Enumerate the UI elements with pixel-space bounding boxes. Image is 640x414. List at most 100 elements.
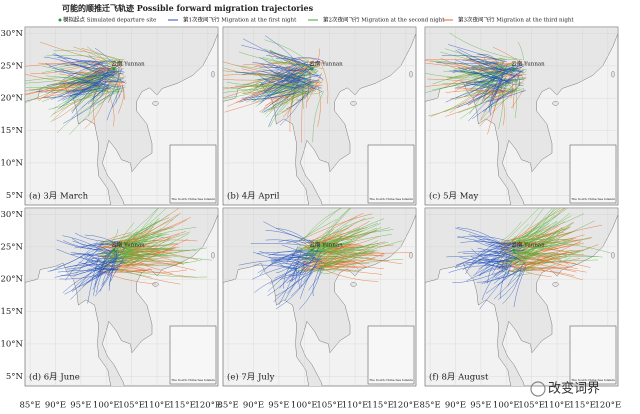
panel-label: (e) 7月 July	[227, 372, 275, 383]
trajectory	[93, 78, 107, 87]
trajectory	[112, 268, 188, 273]
trajectory	[491, 243, 511, 275]
trajectory	[501, 267, 535, 272]
trajectory	[106, 248, 118, 276]
trajectory	[72, 240, 114, 252]
trajectory	[478, 263, 503, 277]
trajectory	[91, 260, 117, 271]
trajectories	[238, 208, 412, 310]
trajectory	[513, 267, 527, 308]
trajectory	[112, 239, 159, 243]
trajectory	[479, 239, 501, 246]
lon-label: 90°E	[243, 401, 264, 411]
trajectory	[485, 74, 527, 82]
trajectory	[483, 89, 514, 113]
lat-label: 30°N	[0, 29, 23, 39]
trajectory	[471, 64, 509, 73]
trajectory	[76, 78, 112, 92]
trajectory	[455, 73, 498, 89]
trajectory	[514, 77, 517, 119]
inset	[169, 325, 217, 385]
lon-label: 105°E	[118, 401, 145, 411]
trajectory	[261, 84, 303, 113]
trajectory	[525, 271, 552, 278]
trajectory	[457, 236, 512, 244]
trajectory	[278, 257, 316, 261]
map-panel: 云南 Yunnan The South China Sea Islands (c) …	[424, 26, 619, 206]
trajectory	[279, 91, 307, 126]
trajectory	[265, 239, 302, 246]
trajectory	[260, 70, 313, 89]
trajectory	[71, 238, 112, 255]
trajectory	[60, 68, 98, 77]
trajectory	[498, 265, 527, 300]
trajectory	[485, 243, 522, 249]
departure-site	[310, 248, 314, 252]
trajectory	[495, 88, 506, 93]
trajectory	[493, 256, 518, 276]
lat-label: 5°N	[6, 372, 24, 382]
legend-symbol	[58, 18, 62, 22]
lon-label: 85°E	[217, 401, 238, 411]
place-label: 云南 Yunnan	[309, 240, 343, 248]
trajectory	[223, 80, 307, 99]
trajectory	[70, 78, 124, 95]
trajectory	[505, 208, 561, 254]
trajectory	[279, 258, 309, 289]
trajectory	[272, 71, 322, 89]
trajectory	[123, 231, 191, 247]
place-label: 云南 Yunnan	[111, 59, 145, 67]
trajectory	[441, 54, 507, 63]
trajectory	[287, 256, 325, 263]
trajectory	[472, 88, 517, 119]
panel-label: (b) 4月 April	[227, 191, 280, 202]
trajectory	[40, 41, 106, 62]
trajectory	[468, 234, 503, 248]
trajectory	[263, 221, 313, 243]
trajectory	[102, 71, 125, 82]
trajectory	[58, 82, 109, 86]
trajectory	[25, 69, 98, 104]
trajectory	[457, 48, 498, 69]
trajectory	[300, 242, 351, 251]
trajectory	[97, 83, 117, 106]
trajectory	[273, 84, 314, 117]
trajectory	[525, 241, 612, 254]
lon-label: 105°E	[316, 401, 343, 411]
trajectory	[524, 243, 572, 248]
trajectory	[311, 213, 364, 243]
panel-label: (c) 5月 May	[429, 191, 478, 202]
trajectory	[103, 229, 119, 247]
trajectory	[312, 266, 321, 297]
trajectory	[513, 221, 545, 243]
lat-label: 25°N	[0, 61, 23, 71]
trajectories	[223, 35, 329, 143]
trajectory	[311, 223, 378, 251]
trajectories	[425, 32, 527, 135]
trajectory	[246, 77, 305, 85]
trajectory	[463, 83, 498, 88]
lat-label: 15°N	[0, 307, 23, 317]
trajectory	[93, 245, 115, 255]
trajectory	[487, 80, 517, 96]
trajectory	[79, 256, 107, 266]
trajectory	[474, 236, 509, 249]
trajectory	[83, 256, 105, 265]
legend: 模拟起点 Simulated departure site 第1次夜间飞行 Mig…	[58, 16, 574, 24]
trajectory	[275, 272, 313, 310]
trajectory	[53, 50, 122, 61]
trajectory	[520, 223, 550, 245]
trajectory	[84, 256, 126, 263]
lon-label: 95°E	[70, 401, 91, 411]
trajectory	[84, 263, 116, 271]
trajectory	[275, 228, 311, 243]
trajectory	[296, 213, 373, 243]
trajectory	[312, 90, 324, 143]
figure-title: 可能的顺推迁飞轨迹 Possible forward migration tra…	[62, 3, 314, 13]
trajectory	[274, 69, 316, 77]
trajectory	[322, 261, 364, 264]
trajectories	[446, 208, 612, 310]
trajectory	[520, 232, 547, 243]
trajectory	[505, 248, 543, 265]
trajectory	[524, 255, 541, 271]
